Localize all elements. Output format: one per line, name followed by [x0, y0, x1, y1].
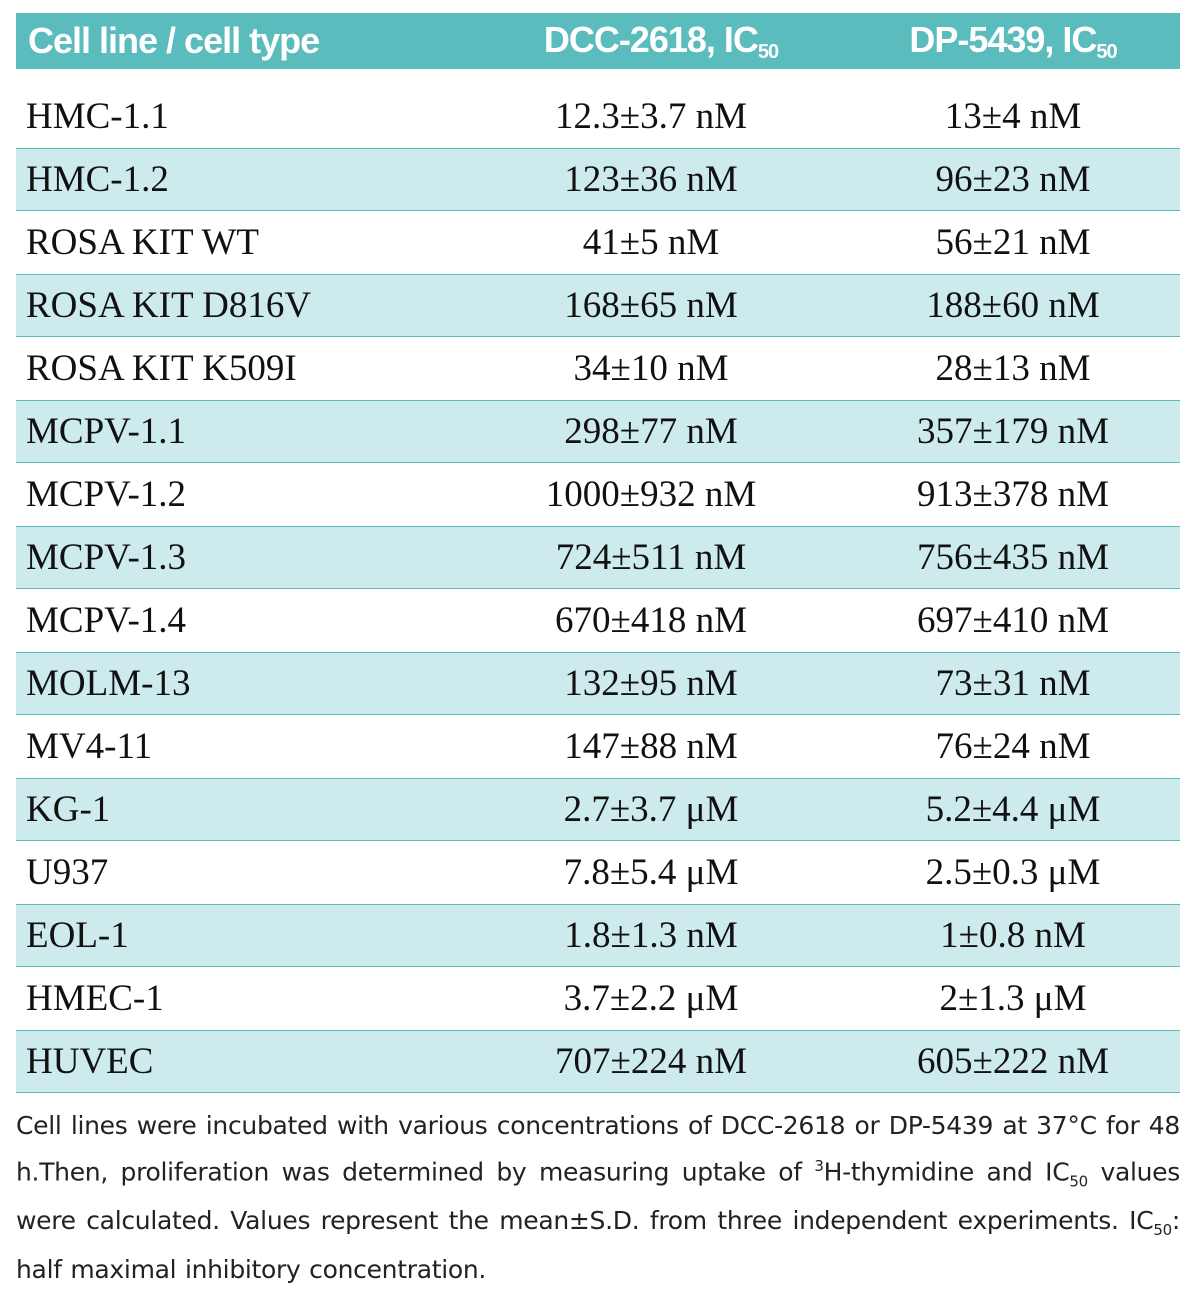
table-row: KG-1 2.7±3.7 μM 5.2±4.4 μM	[16, 778, 1180, 841]
dcc-2618-ic50-value: 41±5 nM	[582, 222, 720, 263]
cell-line-name: HMC-1.2	[26, 159, 169, 200]
cell-line-name: MCPV-1.2	[26, 474, 187, 515]
dp-5439-ic50-value: 357±179 nM	[917, 411, 1109, 452]
cell-line-name: EOL-1	[26, 915, 129, 956]
footnote-text-3: values were calculated. Values represent…	[16, 1157, 1180, 1236]
table-footnote: Cell lines were incubated with various c…	[16, 1106, 1180, 1290]
header-dcc-label: DCC-2618, IC	[543, 18, 759, 60]
table-row: HMEC-1 3.7±2.2 μM 2±1.3 μM	[16, 967, 1180, 1030]
dcc-2618-ic50-value: 1.8±1.3 nM	[564, 915, 738, 956]
table-row: MOLM-13 132±95 nM 73±31 nM	[16, 652, 1180, 715]
dcc-2618-ic50-value: 34±10 nM	[573, 348, 729, 389]
dp-5439-ic50-value: 605±222 nM	[917, 1041, 1109, 1082]
footnote-text-2: H-thymidine and IC	[823, 1157, 1070, 1187]
cell-line-name: U937	[26, 852, 109, 893]
header-dp-5439: DP-5439, IC50	[846, 19, 1180, 64]
footnote-text-4: : half maximal inhibitory concentration.	[16, 1206, 1180, 1285]
table-header: Cell line / cell type DCC-2618, IC50 DP-…	[16, 13, 1180, 69]
table-row: ROSA KIT WT 41±5 nM 56±21 nM	[16, 211, 1180, 274]
header-dp-subscript: 50	[1096, 40, 1117, 63]
dp-5439-ic50-value: 5.2±4.4 μM	[925, 789, 1101, 830]
footnote-superscript-3: 3	[814, 1157, 824, 1175]
cell-line-name: MV4-11	[26, 726, 153, 767]
dp-5439-ic50-value: 913±378 nM	[917, 474, 1109, 515]
dcc-2618-ic50-value: 132±95 nM	[564, 663, 738, 704]
dcc-2618-ic50-value: 298±77 nM	[564, 411, 738, 452]
table-row: HUVEC 707±224 nM 605±222 nM	[16, 1030, 1180, 1093]
dp-5439-ic50-value: 96±23 nM	[935, 159, 1091, 200]
table-row: MCPV-1.4 670±418 nM 697±410 nM	[16, 589, 1180, 652]
table-row: U937 7.8±5.4 μM 2.5±0.3 μM	[16, 841, 1180, 904]
cell-line-name: MCPV-1.4	[26, 600, 187, 641]
header-cell-line-label: Cell line / cell type	[28, 20, 320, 61]
dcc-2618-ic50-value: 2.7±3.7 μM	[563, 789, 739, 830]
table-body: HMC-1.1 12.3±3.7 nM 13±4 nM HMC-1.2 123±36 n…	[16, 85, 1180, 1093]
table-row: EOL-1 1.8±1.3 nM 1±0.8 nM	[16, 904, 1180, 967]
table-row: ROSA KIT K509I 34±10 nM 28±13 nM	[16, 337, 1180, 400]
dp-5439-ic50-value: 756±435 nM	[917, 537, 1109, 578]
table-row: HMC-1.1 12.3±3.7 nM 13±4 nM	[16, 85, 1180, 148]
dp-5439-ic50-value: 13±4 nM	[944, 96, 1082, 137]
dp-5439-ic50-value: 73±31 nM	[935, 663, 1091, 704]
footnote-subscript-50: 50	[1153, 1221, 1172, 1240]
footnote-subscript-50: 50	[1069, 1172, 1088, 1191]
header-dcc-2618: DCC-2618, IC50	[456, 19, 846, 64]
dcc-2618-ic50-value: 724±511 nM	[555, 537, 747, 578]
table-row: MV4-11 147±88 nM 76±24 nM	[16, 715, 1180, 778]
dcc-2618-ic50-value: 7.8±5.4 μM	[563, 852, 739, 893]
cell-line-name: HMC-1.1	[26, 96, 169, 137]
ic50-table: Cell line / cell type DCC-2618, IC50 DP-…	[16, 13, 1180, 1093]
table-row: MCPV-1.1 298±77 nM 357±179 nM	[16, 400, 1180, 463]
cell-line-name: ROSA KIT WT	[26, 222, 259, 263]
dp-5439-ic50-value: 697±410 nM	[917, 600, 1109, 641]
dcc-2618-ic50-value: 707±224 nM	[555, 1041, 747, 1082]
dcc-2618-ic50-value: 1000±932 nM	[545, 474, 757, 515]
cell-line-name: HMEC-1	[26, 978, 164, 1019]
cell-line-name: MCPV-1.1	[26, 411, 187, 452]
dcc-2618-ic50-value: 168±65 nM	[564, 285, 738, 326]
dcc-2618-ic50-value: 670±418 nM	[555, 600, 747, 641]
cell-line-name: ROSA KIT K509I	[26, 348, 297, 389]
dcc-2618-ic50-value: 12.3±3.7 nM	[555, 96, 747, 137]
dp-5439-ic50-value: 28±13 nM	[935, 348, 1091, 389]
cell-line-name: MOLM-13	[26, 663, 191, 704]
dp-5439-ic50-value: 2±1.3 μM	[939, 978, 1087, 1019]
dcc-2618-ic50-value: 123±36 nM	[564, 159, 738, 200]
dcc-2618-ic50-value: 3.7±2.2 μM	[563, 978, 739, 1019]
dp-5439-ic50-value: 2.5±0.3 μM	[925, 852, 1101, 893]
cell-line-name: HUVEC	[26, 1041, 154, 1082]
dp-5439-ic50-value: 76±24 nM	[935, 726, 1091, 767]
header-cell-line: Cell line / cell type	[16, 20, 456, 62]
footnote-text-1: Cell lines were incubated with various c…	[16, 1111, 1180, 1187]
dp-5439-ic50-value: 188±60 nM	[926, 285, 1100, 326]
dp-5439-ic50-value: 1±0.8 nM	[940, 915, 1086, 956]
header-dcc-subscript: 50	[757, 40, 779, 63]
cell-line-name: KG-1	[26, 789, 111, 830]
table-row: MCPV-1.3 724±511 nM 756±435 nM	[16, 526, 1180, 589]
table-row: HMC-1.2 123±36 nM 96±23 nM	[16, 148, 1180, 211]
dcc-2618-ic50-value: 147±88 nM	[564, 726, 738, 767]
table-row: ROSA KIT D816V 168±65 nM 188±60 nM	[16, 274, 1180, 337]
table-row: MCPV-1.2 1000±932 nM 913±378 nM	[16, 463, 1180, 526]
cell-line-name: ROSA KIT D816V	[26, 285, 312, 326]
cell-line-name: MCPV-1.3	[26, 537, 187, 578]
header-dp-label: DP-5439, IC	[909, 18, 1097, 60]
dp-5439-ic50-value: 56±21 nM	[935, 222, 1091, 263]
